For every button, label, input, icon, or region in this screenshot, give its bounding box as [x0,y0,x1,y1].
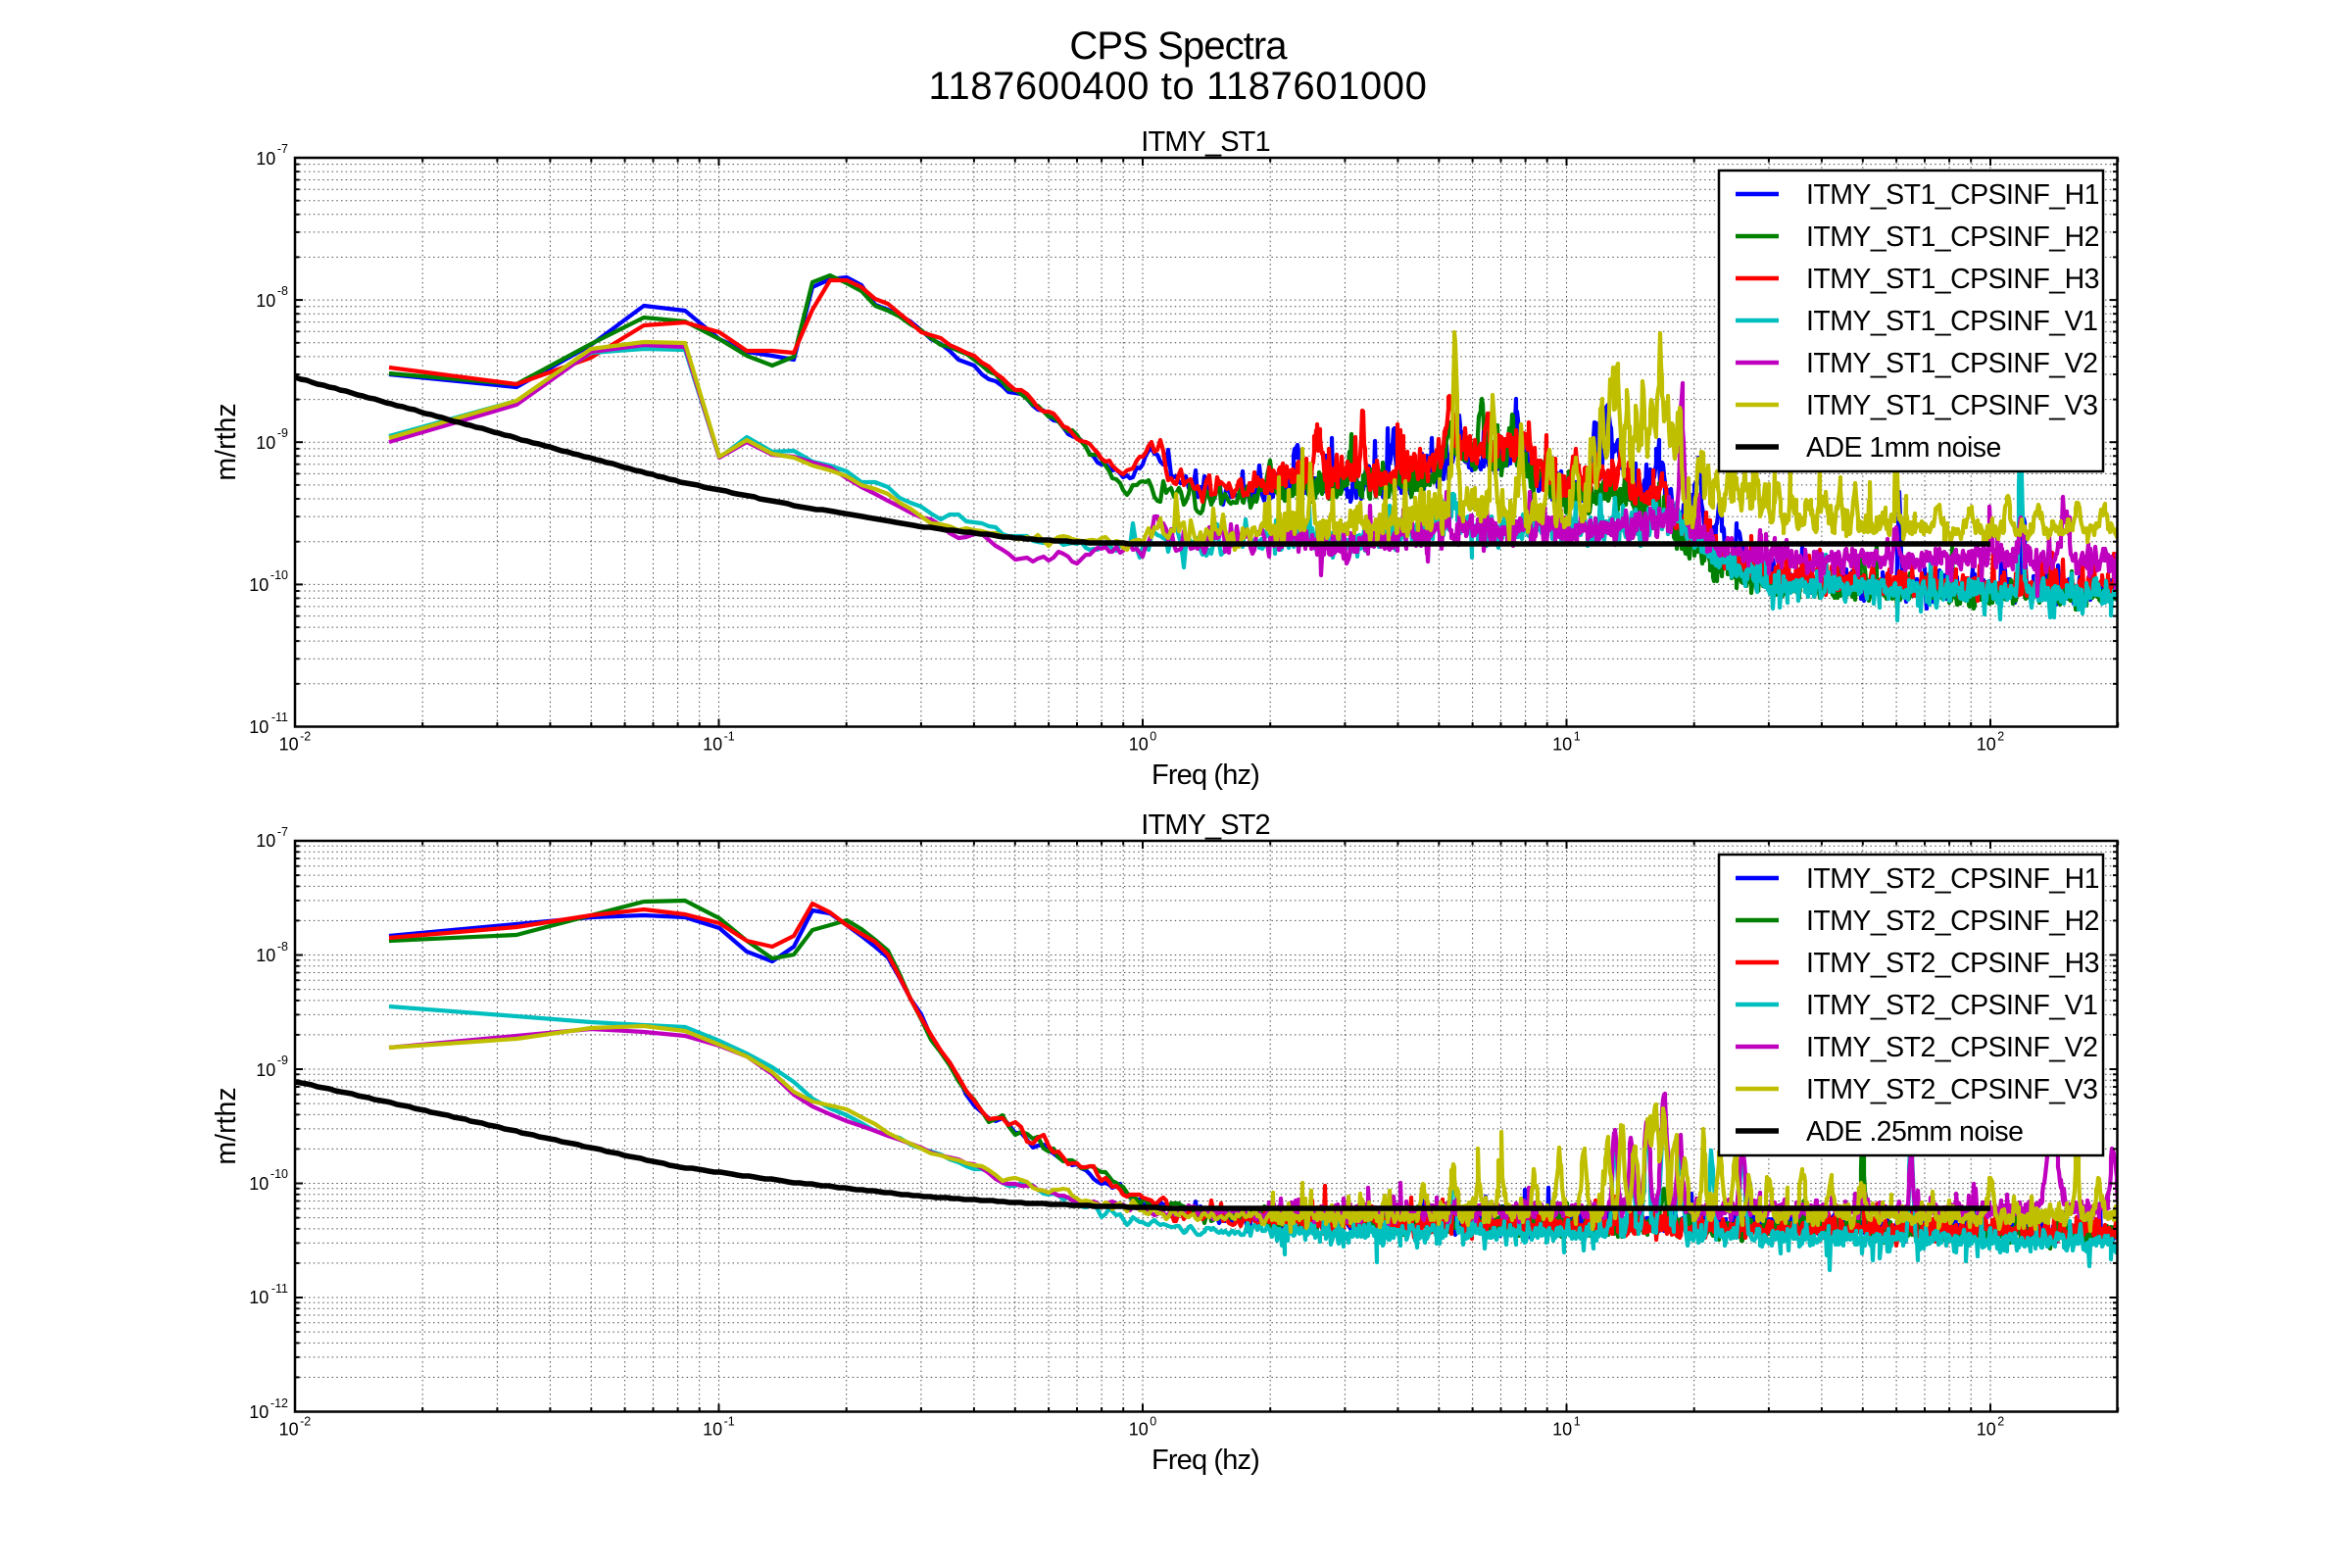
svg-text:-12: -12 [270,1396,288,1410]
svg-text:-10: -10 [270,1167,288,1181]
svg-text:-8: -8 [277,284,288,298]
svg-text:10: 10 [1552,735,1572,755]
svg-text:ITMY_ST2_CPSINF_V1: ITMY_ST2_CPSINF_V1 [1806,990,2097,1021]
svg-text:10: 10 [703,735,722,755]
svg-text:10: 10 [279,1420,299,1440]
svg-text:10: 10 [1977,1420,1996,1440]
svg-text:ITMY_ST2_CPSINF_V2: ITMY_ST2_CPSINF_V2 [1806,1032,2097,1063]
svg-text:0: 0 [1150,1415,1156,1429]
svg-text:ITMY_ST1_CPSINF_H3: ITMY_ST1_CPSINF_H3 [1806,264,2099,295]
svg-text:10: 10 [703,1420,722,1440]
svg-text:2: 2 [1997,1415,2004,1429]
svg-text:ITMY_ST2_CPSINF_H1: ITMY_ST2_CPSINF_H1 [1806,863,2099,895]
svg-text:ITMY_ST1_CPSINF_V2: ITMY_ST1_CPSINF_V2 [1806,348,2097,379]
svg-text:-10: -10 [270,568,288,582]
svg-text:m/rthz: m/rthz [211,403,242,480]
svg-text:10: 10 [1977,735,1996,755]
svg-text:-2: -2 [300,730,311,744]
svg-text:10: 10 [279,735,299,755]
svg-text:-11: -11 [271,1282,288,1296]
svg-text:-7: -7 [277,142,288,156]
svg-text:1: 1 [1574,1415,1581,1429]
svg-text:10: 10 [1129,735,1149,755]
svg-text:-2: -2 [300,1415,311,1429]
svg-text:-7: -7 [277,825,288,839]
svg-text:ITMY_ST1_CPSINF_V1: ITMY_ST1_CPSINF_V1 [1806,306,2097,337]
svg-text:ADE 1mm noise: ADE 1mm noise [1806,432,2001,464]
svg-text:10: 10 [1552,1420,1572,1440]
svg-text:10: 10 [256,831,275,851]
svg-text:ITMY_ST2_CPSINF_H2: ITMY_ST2_CPSINF_H2 [1806,906,2099,937]
svg-text:10: 10 [1129,1420,1149,1440]
svg-text:ITMY_ST1: ITMY_ST1 [1141,126,1269,158]
svg-text:10: 10 [256,433,275,453]
svg-text:ITMY_ST2_CPSINF_H3: ITMY_ST2_CPSINF_H3 [1806,948,2099,979]
svg-text:10: 10 [256,291,275,311]
svg-text:-9: -9 [277,1054,288,1067]
svg-text:-1: -1 [724,730,735,744]
svg-text:1: 1 [1574,730,1581,744]
svg-text:10: 10 [249,1288,269,1307]
svg-text:10: 10 [249,717,269,737]
svg-text:2: 2 [1997,730,2004,744]
svg-text:10: 10 [256,149,275,169]
svg-text:-9: -9 [277,426,288,440]
svg-text:ITMY_ST1_CPSINF_H2: ITMY_ST1_CPSINF_H2 [1806,221,2099,253]
svg-text:10: 10 [256,1060,275,1080]
svg-text:-11: -11 [271,710,288,724]
svg-text:ITMY_ST1_CPSINF_V3: ITMY_ST1_CPSINF_V3 [1806,390,2097,421]
svg-text:10: 10 [256,946,275,965]
svg-text:10: 10 [249,1174,269,1194]
svg-text:ITMY_ST2: ITMY_ST2 [1141,809,1269,841]
svg-text:ADE .25mm noise: ADE .25mm noise [1806,1116,2023,1148]
svg-text:10: 10 [249,1402,269,1422]
svg-text:Freq (hz): Freq (hz) [1152,1445,1259,1476]
svg-text:0: 0 [1150,730,1156,744]
svg-text:ITMY_ST2_CPSINF_V3: ITMY_ST2_CPSINF_V3 [1806,1074,2097,1105]
svg-text:-8: -8 [277,940,288,954]
svg-text:1187600400 to 1187601000: 1187600400 to 1187601000 [929,65,1428,108]
svg-text:Freq (hz): Freq (hz) [1152,760,1259,791]
svg-text:ITMY_ST1_CPSINF_H1: ITMY_ST1_CPSINF_H1 [1806,179,2099,211]
svg-text:CPS Spectra: CPS Spectra [1069,24,1288,68]
svg-text:m/rthz: m/rthz [211,1087,242,1164]
svg-text:-1: -1 [724,1415,735,1429]
svg-text:10: 10 [249,575,269,595]
